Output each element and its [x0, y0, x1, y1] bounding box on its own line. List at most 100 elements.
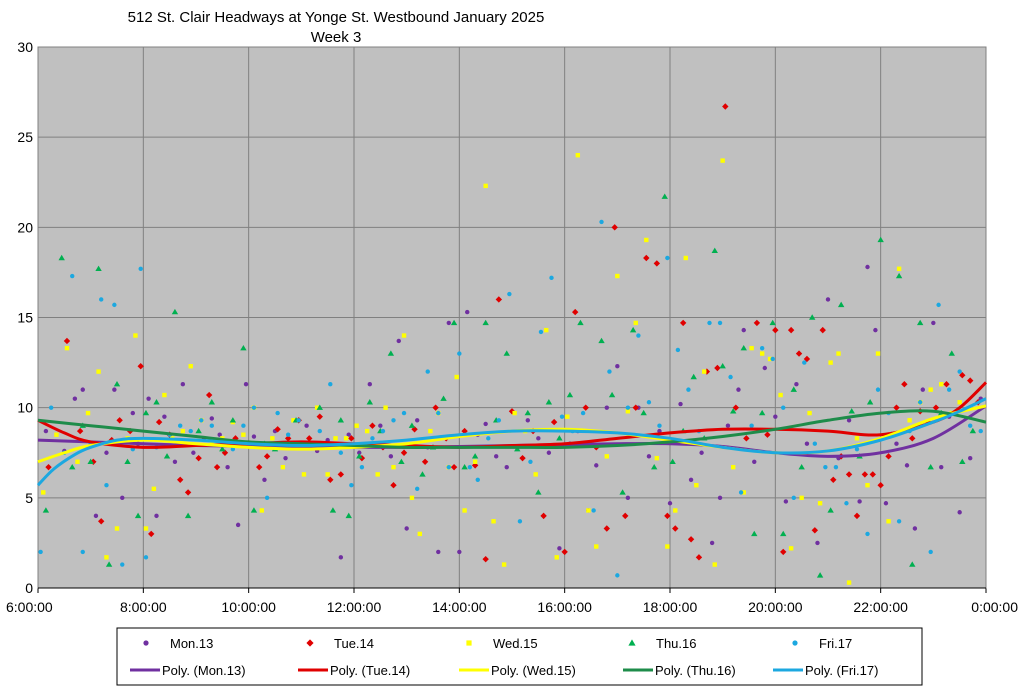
data-point — [436, 549, 441, 555]
data-point — [419, 471, 426, 477]
x-tick-label: 20:00:00 — [748, 599, 803, 615]
data-point — [63, 337, 71, 345]
data-point — [740, 344, 747, 351]
data-point — [725, 423, 731, 428]
data-point — [896, 266, 902, 272]
data-point — [235, 522, 241, 528]
data-points — [38, 103, 983, 585]
data-point — [665, 544, 670, 549]
data-point — [64, 345, 70, 351]
data-point — [314, 405, 320, 410]
data-point — [803, 355, 811, 363]
data-point — [767, 356, 773, 362]
data-point — [804, 441, 810, 446]
data-point — [229, 417, 237, 423]
data-point — [857, 499, 862, 504]
data-point — [116, 417, 123, 424]
data-point — [928, 549, 933, 555]
data-point — [743, 435, 750, 442]
data-point — [686, 387, 691, 392]
data-point — [846, 580, 852, 585]
data-point — [219, 445, 226, 452]
data-point — [845, 471, 853, 478]
data-point — [134, 512, 142, 519]
data-point — [327, 476, 334, 483]
data-point — [304, 423, 309, 428]
data-point — [421, 458, 429, 465]
data-point — [791, 495, 796, 501]
data-point — [619, 489, 626, 495]
legend-label: Poly. (Wed.15) — [491, 663, 576, 678]
data-point — [512, 410, 517, 416]
data-point — [836, 351, 841, 356]
legend-marker — [143, 640, 149, 646]
data-point — [702, 369, 707, 374]
data-point — [367, 382, 372, 387]
data-point — [98, 518, 105, 525]
data-point — [112, 302, 117, 308]
data-point — [769, 319, 776, 326]
data-point — [778, 392, 783, 398]
data-point — [968, 423, 973, 428]
legend-label: Poly. (Mon.13) — [162, 663, 246, 678]
data-point — [285, 432, 291, 437]
data-point — [388, 454, 394, 459]
y-tick-label: 5 — [25, 490, 33, 506]
data-point — [781, 405, 786, 410]
data-point — [208, 399, 215, 405]
data-point — [401, 333, 407, 338]
legend-box — [116, 627, 923, 686]
data-point — [904, 463, 910, 468]
data-point — [536, 436, 541, 441]
data-point — [823, 464, 828, 470]
data-point — [333, 436, 338, 441]
data-point — [807, 410, 812, 416]
data-point — [672, 525, 679, 532]
data-point — [554, 555, 559, 560]
data-point — [398, 458, 405, 464]
data-point — [717, 495, 723, 501]
data-point — [486, 436, 491, 441]
data-point — [773, 414, 778, 419]
data-point — [138, 266, 143, 272]
data-point — [669, 458, 676, 464]
data-point — [153, 399, 160, 405]
x-tick-label: 22:00:00 — [853, 599, 908, 615]
data-point — [104, 483, 109, 488]
data-point — [188, 363, 193, 369]
data-point — [653, 260, 661, 267]
data-point — [957, 510, 962, 515]
data-point — [707, 320, 712, 326]
data-point — [896, 519, 902, 524]
data-point — [582, 404, 589, 411]
data-point — [95, 265, 102, 272]
data-point — [163, 453, 171, 459]
x-tick-label: 14:00:00 — [432, 599, 487, 615]
data-point — [217, 432, 222, 437]
data-point — [316, 413, 323, 420]
data-point — [959, 372, 966, 379]
data-point — [495, 296, 503, 303]
data-point — [525, 418, 530, 423]
data-point — [251, 405, 257, 410]
data-point — [383, 405, 388, 410]
data-point — [738, 490, 744, 495]
data-point — [968, 455, 973, 461]
data-point — [130, 410, 135, 416]
data-point — [317, 428, 322, 434]
data-point — [894, 441, 899, 446]
chart-title: 512 St. Clair Headways at Yonge St. West… — [128, 9, 545, 26]
data-point — [296, 418, 301, 423]
data-point — [625, 409, 631, 414]
data-point — [643, 254, 650, 262]
data-point — [124, 458, 131, 464]
data-point — [538, 329, 544, 335]
data-point — [604, 405, 609, 410]
data-point — [549, 275, 554, 281]
data-point — [883, 501, 889, 506]
data-point — [783, 499, 789, 504]
data-point — [209, 416, 214, 421]
data-point — [180, 428, 186, 434]
data-point — [865, 531, 870, 537]
data-point — [483, 183, 488, 189]
